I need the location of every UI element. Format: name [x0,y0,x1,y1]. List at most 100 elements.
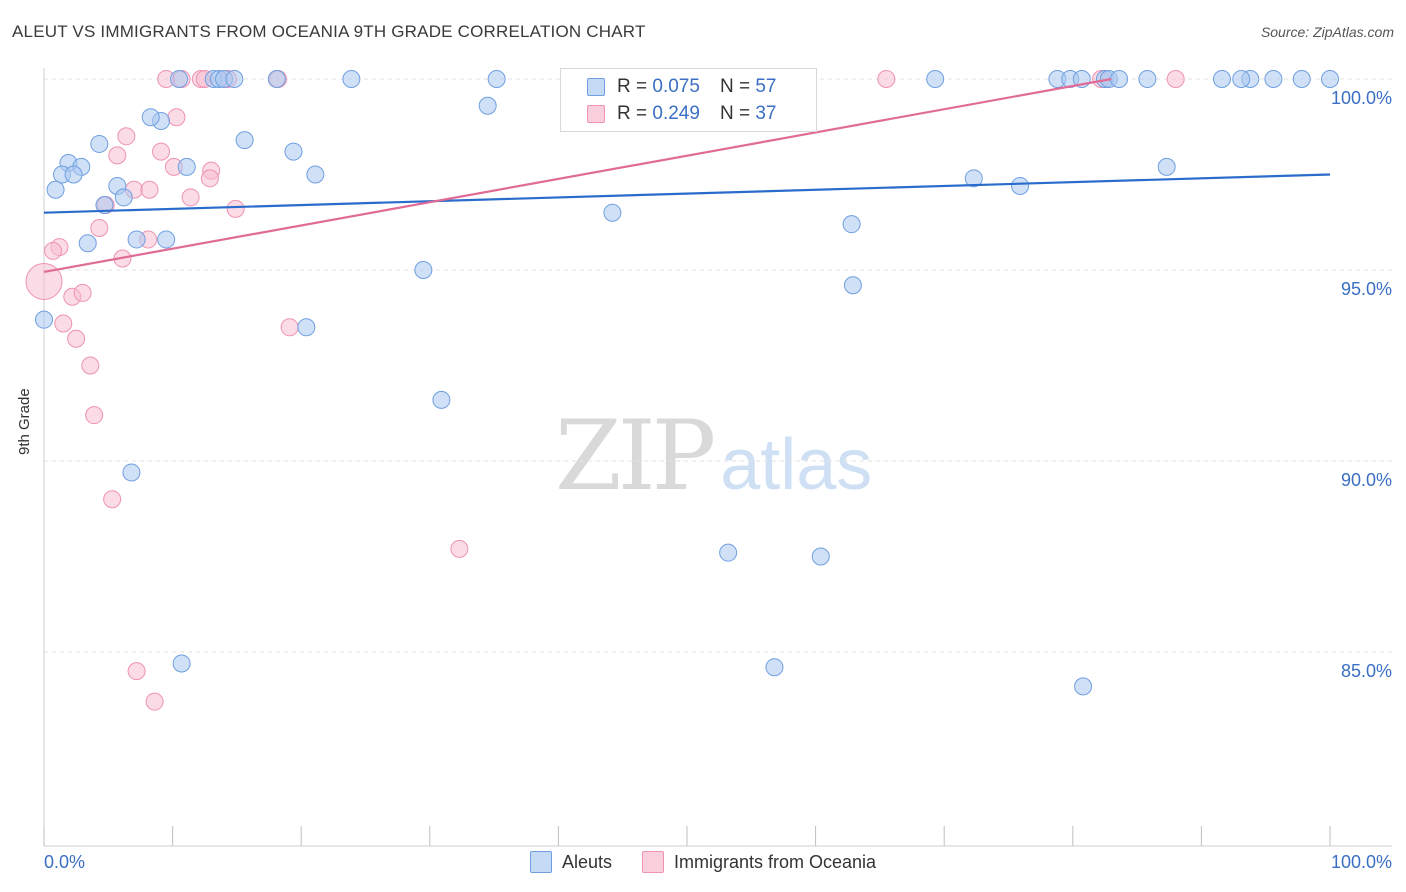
oceania-point [226,199,245,218]
y-tick-label: 100.0% [1331,88,1392,108]
aleuts-point [78,234,97,253]
series-legend-oceania[interactable]: Immigrants from Oceania [641,851,877,873]
oceania-point [877,70,896,88]
aleuts-point [1138,70,1157,88]
y-tick-label: 85.0% [1341,661,1392,681]
aleuts-point [267,70,286,88]
aleuts-point [487,70,506,88]
y-axis-label: 9th Grade [16,388,33,455]
oceania-point [67,329,86,348]
aleuts-point [765,658,784,677]
grid-layer [44,78,1392,653]
aleuts-point [1232,70,1251,88]
oceania-point [54,314,73,333]
points-layer [25,70,1339,711]
aleuts-point [170,70,189,88]
oceania-point [117,127,136,146]
watermark-zip: ZIP [555,400,716,512]
legend-swatch-oceania [587,105,605,123]
aleuts-point [141,108,160,127]
oceania-point [73,283,92,302]
aleuts-point [297,318,316,337]
watermark: ZIP atlas [555,400,872,512]
aleuts-point [811,547,830,566]
aleuts-point [719,543,738,562]
oceania-point [90,218,109,237]
oceania-point [103,490,122,509]
aleuts-trendline [43,173,1331,214]
aleuts-point [926,70,945,88]
aleuts-point [127,230,146,249]
legend-row-aleuts: R = 0.075 N = 57 [587,75,776,99]
aleuts-point [225,70,244,88]
aleuts-point [843,276,862,295]
oceania-point [145,692,164,711]
oceania-point [152,142,171,161]
aleuts-point [964,169,983,188]
y-tick-label: 95.0% [1341,279,1392,299]
series-name-aleuts: Aleuts [561,851,612,872]
legend-n-value-aleuts: 57 [755,76,777,97]
oceania-point [140,180,159,199]
aleuts-point [1212,70,1231,88]
legend-r-value-oceania: 0.249 [652,103,700,124]
legend-swatch-aleuts [587,78,605,96]
oceania-point [108,146,127,165]
oceania-point [25,262,63,300]
watermark-atlas: atlas [720,425,873,505]
legend-n-label: N = [719,76,751,97]
legend-r-value-aleuts: 0.075 [652,76,700,97]
aleuts-point [172,654,191,673]
aleuts-point [122,463,141,482]
aleuts-point [1157,157,1176,176]
oceania-point [81,356,100,375]
oceania-point [127,662,146,681]
aleuts-point [157,230,176,249]
legend-r-label: R = [617,76,648,97]
correlation-legend: R = 0.075 N = 57 R = 0.249 N = 37 [560,68,817,132]
aleuts-point [1321,70,1339,88]
legend-n-label: N = [719,103,751,124]
chart-title: ALEUT VS IMMIGRANTS FROM OCEANIA 9TH GRA… [12,22,646,41]
legend-n-value-oceania: 37 [755,103,777,124]
trend-layer [43,77,1331,273]
axis-layer [43,68,1392,847]
source-label: Source: ZipAtlas.com [1260,24,1394,40]
tick-label-layer: 100.0% 95.0% 90.0% 85.0% 0.0% 100.0% [44,88,1392,872]
aleuts-point [284,142,303,161]
aleuts-point [46,180,65,199]
series-name-oceania: Immigrants from Oceania [673,851,877,872]
series-legend: Aleuts Immigrants from Oceania [0,851,1406,873]
aleuts-point [414,261,433,279]
series-legend-aleuts[interactable]: Aleuts [529,851,612,873]
oceania-point [280,318,299,337]
oceania-point [44,241,63,260]
aleuts-point [478,96,497,115]
x-tick-label: 0.0% [44,852,85,872]
legend-r-label: R = [617,103,648,124]
aleuts-point [235,131,254,150]
aleuts-point [35,310,53,329]
aleuts-point [432,390,451,409]
aleuts-point [1011,176,1030,195]
series-swatch-oceania [641,851,664,873]
aleuts-point [114,188,133,207]
oceania-point [85,406,104,425]
series-swatch-aleuts [529,851,552,873]
aleuts-point [90,134,109,153]
aleuts-point [603,203,622,222]
aleuts-point [842,215,861,234]
y-tick-label: 90.0% [1341,470,1392,490]
oceania-point [167,108,186,127]
aleuts-point [1264,70,1283,88]
aleuts-point [1292,70,1311,88]
oceania-trendline [43,77,1112,273]
oceania-point [200,169,219,188]
aleuts-point [64,165,83,184]
legend-row-oceania: R = 0.249 N = 37 [587,102,776,126]
oceania-point [1166,70,1185,88]
aleuts-point [1074,677,1093,696]
aleuts-point [177,157,196,176]
aleuts-point [95,196,114,215]
oceania-point [450,539,469,558]
